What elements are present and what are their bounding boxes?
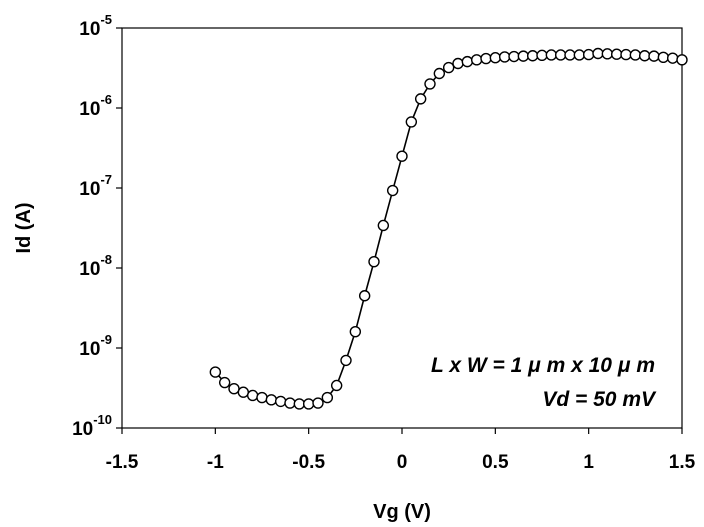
data-point (554, 49, 567, 61)
data-point (526, 50, 539, 62)
x-tick-label: -1.5 (106, 452, 139, 473)
annotation-vd: Vd = 50 mV (542, 388, 657, 411)
x-tick-label: 0 (397, 452, 408, 473)
data-point (405, 116, 418, 128)
data-point (414, 93, 427, 105)
data-point (536, 49, 548, 62)
data-point (237, 386, 250, 398)
series-markers (209, 47, 688, 410)
data-point (629, 49, 642, 61)
y-tick-base: 10 (79, 259, 100, 280)
y-tick-exponent: -7 (100, 172, 112, 187)
data-point (648, 50, 660, 62)
data-point (480, 52, 492, 65)
y-tick-label: 10-10 (72, 412, 112, 440)
y-axis-title: Id (A) (13, 202, 35, 253)
x-tick-label: 1.5 (669, 452, 696, 473)
data-point (349, 325, 362, 338)
data-point (433, 67, 446, 80)
x-tick-label: -0.5 (292, 452, 325, 473)
data-point (274, 395, 287, 408)
data-point (638, 50, 651, 62)
data-point (218, 376, 231, 389)
data-point (545, 49, 558, 61)
y-tick-exponent: -6 (100, 92, 112, 107)
data-point (620, 48, 632, 61)
data-point (312, 397, 324, 409)
x-axis-title: Vg (V) (373, 501, 431, 523)
data-point (265, 394, 278, 406)
data-point (293, 398, 306, 410)
y-tick-label: 10-6 (79, 92, 112, 120)
data-point (657, 51, 670, 64)
data-point (470, 54, 483, 66)
data-point (377, 219, 390, 232)
data-point (358, 290, 371, 302)
y-tick-exponent: -5 (100, 12, 112, 27)
x-tick-label: 0.5 (482, 452, 509, 473)
y-tick-exponent: -9 (100, 332, 112, 347)
data-point (424, 78, 436, 90)
data-point (442, 61, 455, 74)
y-tick-base: 10 (79, 179, 100, 200)
y-tick-label: 10-9 (79, 332, 112, 360)
y-tick-base: 10 (79, 99, 100, 120)
data-point (601, 48, 614, 60)
data-point (517, 50, 530, 62)
data-point (498, 51, 511, 63)
y-tick-base: 10 (79, 339, 100, 360)
data-point (246, 389, 259, 402)
data-point (582, 48, 595, 61)
data-point (396, 150, 408, 162)
y-tick-label: 10-5 (79, 12, 112, 40)
y-tick-exponent: -8 (100, 252, 112, 267)
data-point (666, 52, 679, 64)
data-point (386, 184, 399, 197)
data-point (209, 366, 222, 378)
y-tick-base: 10 (72, 419, 93, 440)
data-point (489, 52, 502, 64)
x-axis-ticks: -1.5 -1 -0.5 0 0.5 1 1.5 (106, 428, 696, 473)
data-point (368, 255, 380, 268)
data-point (461, 55, 474, 68)
x-tick-label: 1 (583, 452, 594, 473)
y-tick-exponent: -10 (93, 412, 112, 427)
data-point (256, 391, 268, 404)
data-point (228, 382, 240, 395)
data-point (508, 50, 520, 63)
data-point (284, 397, 296, 409)
y-tick-label: 10-7 (79, 172, 112, 200)
y-tick-base: 10 (79, 19, 100, 40)
y-tick-label: 10-8 (79, 252, 112, 280)
x-tick-label: -1 (207, 452, 224, 473)
data-point (302, 398, 315, 410)
annotation-dimensions: L x W = 1 μ m x 10 μ m (431, 354, 655, 377)
data-point (330, 379, 343, 392)
data-point (564, 49, 576, 61)
data-point (610, 48, 623, 60)
data-point (452, 57, 464, 70)
series-line (214, 52, 683, 405)
data-point (340, 354, 352, 367)
data-point (592, 47, 604, 60)
data-point (676, 54, 688, 66)
data-point (321, 391, 334, 404)
data-point (573, 49, 586, 61)
